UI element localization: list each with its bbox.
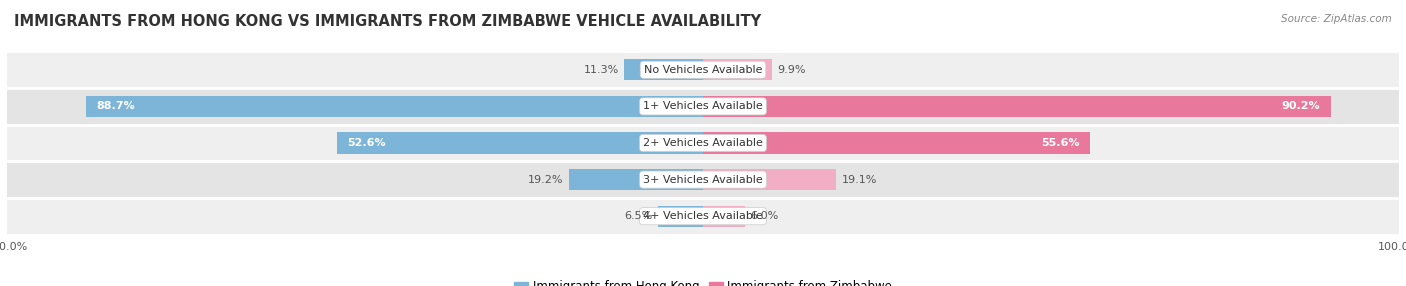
Legend: Immigrants from Hong Kong, Immigrants from Zimbabwe: Immigrants from Hong Kong, Immigrants fr… xyxy=(509,276,897,286)
Bar xyxy=(7,161,1399,198)
Text: No Vehicles Available: No Vehicles Available xyxy=(644,65,762,75)
Text: 90.2%: 90.2% xyxy=(1282,102,1320,111)
Text: 6.5%: 6.5% xyxy=(624,211,652,221)
Text: 19.1%: 19.1% xyxy=(842,175,877,184)
Bar xyxy=(7,125,1399,161)
Bar xyxy=(86,96,703,117)
Bar xyxy=(703,59,772,80)
Bar xyxy=(7,51,1399,88)
Bar xyxy=(569,169,703,190)
Text: 4+ Vehicles Available: 4+ Vehicles Available xyxy=(643,211,763,221)
Text: 1+ Vehicles Available: 1+ Vehicles Available xyxy=(643,102,763,111)
Bar xyxy=(624,59,703,80)
Bar xyxy=(7,88,1399,125)
Text: 9.9%: 9.9% xyxy=(778,65,806,75)
Text: 11.3%: 11.3% xyxy=(583,65,619,75)
Text: IMMIGRANTS FROM HONG KONG VS IMMIGRANTS FROM ZIMBABWE VEHICLE AVAILABILITY: IMMIGRANTS FROM HONG KONG VS IMMIGRANTS … xyxy=(14,14,761,29)
Text: Source: ZipAtlas.com: Source: ZipAtlas.com xyxy=(1281,14,1392,24)
Bar xyxy=(7,198,1399,235)
Bar xyxy=(658,206,703,227)
Text: 2+ Vehicles Available: 2+ Vehicles Available xyxy=(643,138,763,148)
Bar xyxy=(703,169,837,190)
Text: 88.7%: 88.7% xyxy=(96,102,135,111)
Text: 19.2%: 19.2% xyxy=(529,175,564,184)
Text: 6.0%: 6.0% xyxy=(751,211,779,221)
Bar xyxy=(703,96,1330,117)
Bar xyxy=(337,132,703,154)
Bar xyxy=(703,132,1090,154)
Text: 3+ Vehicles Available: 3+ Vehicles Available xyxy=(643,175,763,184)
Bar xyxy=(703,206,745,227)
Text: 52.6%: 52.6% xyxy=(347,138,387,148)
Text: 55.6%: 55.6% xyxy=(1040,138,1080,148)
